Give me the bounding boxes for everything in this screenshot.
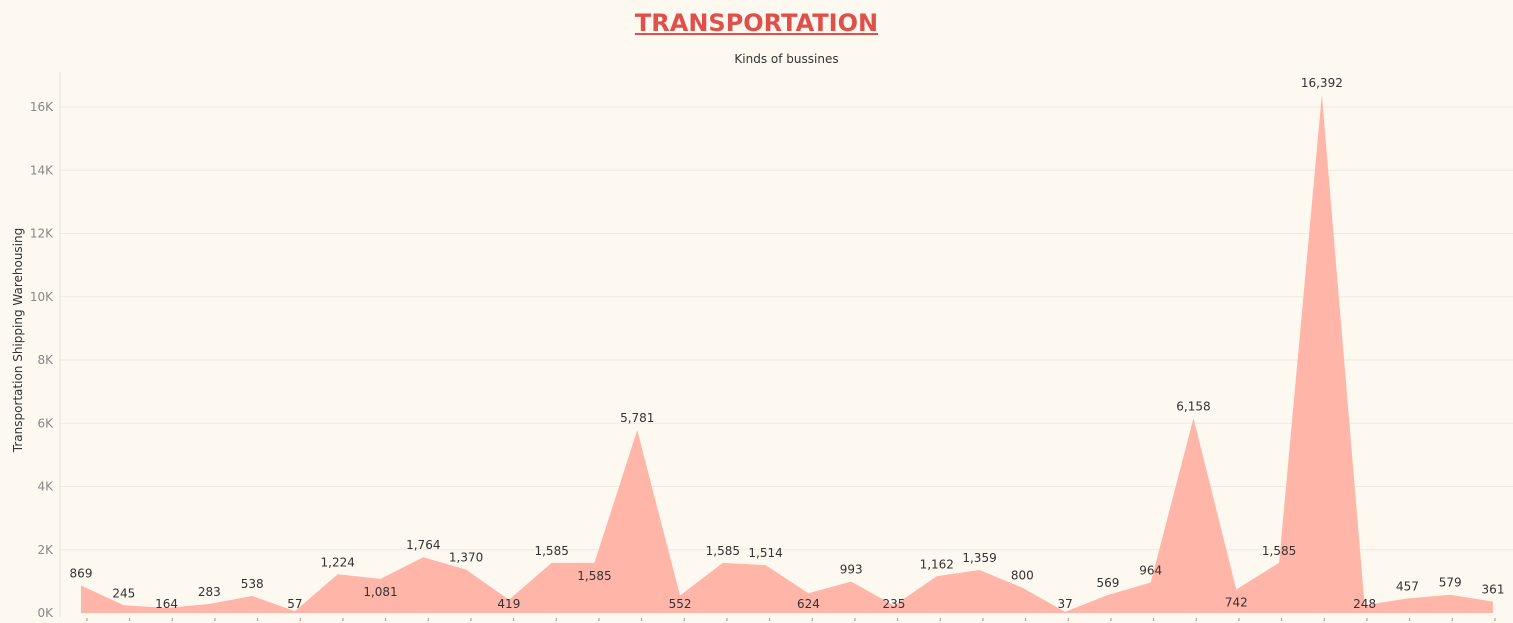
data-label: 164 — [155, 597, 178, 611]
data-label: 235 — [883, 597, 906, 611]
data-label: 57 — [287, 597, 302, 611]
data-label: 1,764 — [406, 538, 440, 552]
data-label: 869 — [70, 567, 93, 581]
y-tick-label: 10K — [30, 290, 54, 304]
data-label: 800 — [1011, 569, 1034, 583]
data-label: 37 — [1057, 597, 1072, 611]
data-label: 361 — [1482, 583, 1505, 597]
data-label: 283 — [198, 585, 221, 599]
data-label: 569 — [1096, 576, 1119, 590]
data-label: 538 — [241, 577, 264, 591]
area-series — [81, 94, 1493, 613]
y-tick-label: 6K — [37, 416, 54, 430]
data-label: 624 — [797, 597, 820, 611]
chart-subtitle: Kinds of bussines — [734, 52, 839, 66]
data-label: 1,370 — [449, 551, 483, 565]
y-tick-label: 0K — [37, 606, 54, 620]
data-label: 419 — [497, 597, 520, 611]
data-label: 457 — [1396, 580, 1419, 594]
y-tick-label: 12K — [30, 227, 54, 241]
data-label: 1,162 — [920, 557, 954, 571]
data-label: 245 — [112, 586, 135, 600]
data-label: 1,359 — [962, 551, 996, 565]
y-tick-label: 16K — [30, 100, 54, 114]
data-label: 964 — [1139, 564, 1162, 578]
data-label: 993 — [840, 563, 863, 577]
data-label: 1,585 — [577, 569, 611, 583]
data-label: 1,585 — [534, 544, 568, 558]
data-label: 1,585 — [706, 544, 740, 558]
y-tick-label: 2K — [37, 543, 54, 557]
data-label: 1,224 — [321, 555, 355, 569]
chart-title: TRANSPORTATION — [634, 9, 879, 37]
data-label: 552 — [669, 597, 692, 611]
y-tick-label: 4K — [37, 480, 54, 494]
data-label: 6,158 — [1176, 399, 1210, 413]
data-label: 16,392 — [1301, 76, 1343, 90]
data-label: 1,585 — [1262, 544, 1296, 558]
data-label: 5,781 — [620, 411, 654, 425]
data-label: 742 — [1225, 596, 1248, 610]
y-tick-label: 14K — [30, 163, 54, 177]
y-tick-label: 8K — [37, 353, 54, 367]
data-label: 1,514 — [748, 546, 782, 560]
data-label: 248 — [1353, 597, 1376, 611]
data-label: 1,081 — [363, 585, 397, 599]
data-label: 579 — [1439, 576, 1462, 590]
